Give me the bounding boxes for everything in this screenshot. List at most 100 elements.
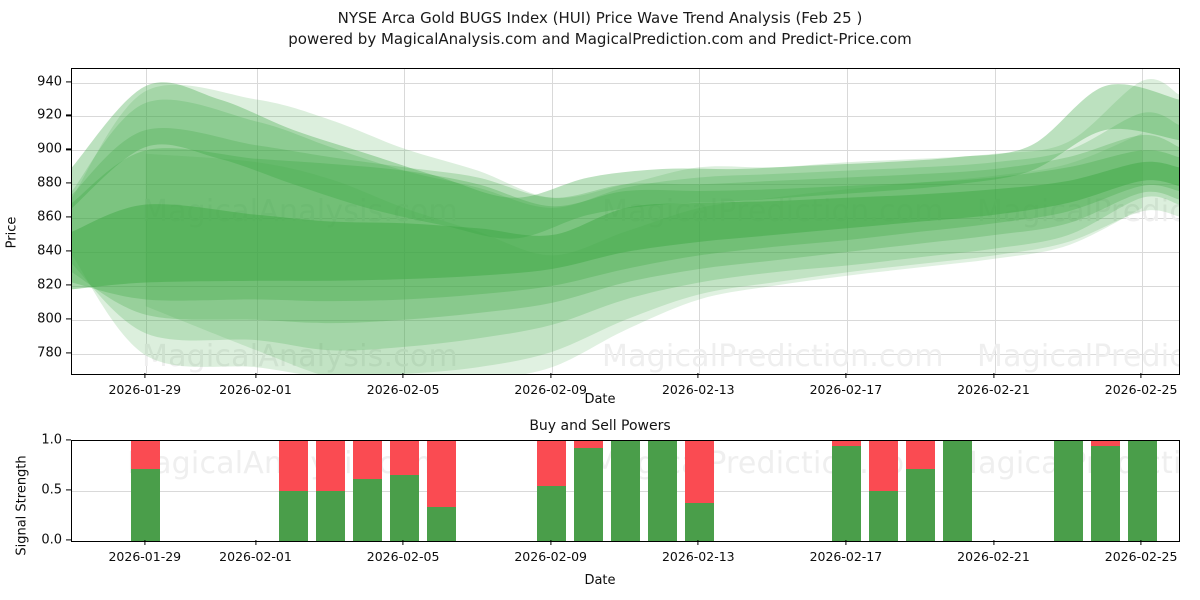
buy-power-segment <box>537 486 567 541</box>
signal-x-tickmark <box>550 540 552 545</box>
price-gridline <box>72 150 1179 152</box>
signal-bar[interactable] <box>684 441 714 541</box>
price-x-tickmark <box>550 373 552 378</box>
price-gridline-vertical <box>846 69 848 374</box>
price-x-tickmark <box>992 373 995 378</box>
signal-x-tickmark <box>402 540 404 545</box>
signal-x-tickmark <box>992 540 995 545</box>
signal-y-tickmark <box>66 489 71 491</box>
price-gridline-vertical <box>256 69 258 374</box>
price-x-tickmark <box>402 373 404 378</box>
signal-x-tickmark <box>845 540 847 545</box>
price-gridline-vertical <box>145 69 147 374</box>
buy-power-segment <box>906 469 936 541</box>
wave-band <box>72 99 1179 351</box>
signal-bar[interactable] <box>869 441 899 541</box>
price-gridline-vertical <box>551 69 553 374</box>
buy-power-segment <box>131 469 161 541</box>
price-y-tickmark <box>66 352 71 354</box>
signal-bar[interactable] <box>574 441 604 541</box>
price-axis-label: Price <box>4 216 20 249</box>
sell-power-segment <box>906 441 936 469</box>
wave-band <box>72 127 1179 324</box>
signal-bar[interactable] <box>832 441 862 541</box>
buy-power-segment <box>1053 441 1083 541</box>
price-wave-bands <box>72 69 1179 374</box>
signal-y-tickmark <box>66 439 71 441</box>
signal-x-tickmark <box>697 540 699 545</box>
price-x-axis-label: Date <box>584 392 616 407</box>
buy-power-segment <box>278 491 308 541</box>
buy-power-segment <box>389 475 419 541</box>
price-gridline <box>72 116 1179 118</box>
price-x-tickmark <box>697 373 699 378</box>
price-x-tick-label: 2026-02-25 <box>1104 382 1178 397</box>
price-gridline <box>72 184 1179 186</box>
sell-power-segment <box>278 441 308 491</box>
price-y-tickmark <box>66 182 71 184</box>
price-x-tick-label: 2026-02-21 <box>957 382 1030 397</box>
buy-power-segment <box>315 491 345 541</box>
price-gridline-vertical <box>1142 69 1144 374</box>
buy-sell-title: Buy and Sell Powers <box>529 418 671 434</box>
price-y-tick-label: 800 <box>37 311 62 327</box>
buy-power-segment <box>832 446 862 541</box>
signal-bar[interactable] <box>943 441 973 541</box>
price-x-tick-label: 2026-01-29 <box>108 382 182 397</box>
price-gridline-vertical <box>404 69 406 374</box>
wave-band <box>145 133 1143 374</box>
price-x-tick-label: 2026-02-09 <box>514 382 588 397</box>
buy-sell-x-axis-label: Date <box>584 573 616 588</box>
sell-power-segment <box>1090 441 1120 446</box>
price-gridline <box>72 319 1179 321</box>
signal-y-tickmark <box>66 539 71 541</box>
signal-bar[interactable] <box>906 441 936 541</box>
buy-power-segment <box>684 503 714 541</box>
price-x-tick-label: 2026-02-01 <box>219 382 292 397</box>
buy-power-segment <box>943 441 973 541</box>
signal-bar[interactable] <box>352 441 382 541</box>
sell-power-segment <box>684 441 714 503</box>
signal-x-tick-label: 2026-02-01 <box>219 549 292 564</box>
signal-bar[interactable] <box>1053 441 1083 541</box>
buy-power-segment <box>426 507 456 541</box>
buy-sell-plot-area: MagicalAnalysis.comMagicalPrediction.com… <box>71 440 1180 542</box>
signal-y-tick-label: 0.0 <box>41 532 62 548</box>
signal-bar[interactable] <box>426 441 456 541</box>
signal-bar[interactable] <box>537 441 567 541</box>
buy-power-segment <box>869 491 899 541</box>
price-gridline <box>72 218 1179 220</box>
price-x-tickmark <box>254 373 257 378</box>
buy-power-segment <box>1127 441 1157 541</box>
wave-band <box>72 161 1179 290</box>
price-x-tick-label: 2026-02-05 <box>366 382 440 397</box>
signal-bar[interactable] <box>131 441 161 541</box>
price-x-tickmark <box>144 373 146 378</box>
signal-bar[interactable] <box>647 441 677 541</box>
buy-sell-powers-panel: Buy and Sell Powers Signal Strength Magi… <box>0 418 1200 600</box>
price-y-tickmark <box>66 80 71 83</box>
price-y-tick-label: 840 <box>37 243 62 259</box>
sell-power-segment <box>352 441 382 479</box>
signal-bar[interactable] <box>315 441 345 541</box>
signal-x-tick-label: 2026-02-25 <box>1104 549 1178 564</box>
signal-strength-axis-label: Signal Strength <box>14 455 30 556</box>
price-y-tick-label: 920 <box>37 107 62 123</box>
price-gridline <box>72 353 1179 355</box>
sell-power-segment <box>426 441 456 507</box>
price-y-tick-label: 880 <box>37 175 62 191</box>
price-gridline <box>72 82 1179 84</box>
signal-bar[interactable] <box>1127 441 1157 541</box>
sell-power-segment <box>869 441 899 491</box>
signal-bar[interactable] <box>1090 441 1120 541</box>
price-y-tickmark <box>66 114 71 117</box>
signal-bar[interactable] <box>389 441 419 541</box>
wave-band <box>72 82 1179 239</box>
signal-bar[interactable] <box>278 441 308 541</box>
price-x-tick-label: 2026-02-17 <box>809 382 883 397</box>
price-y-tickmark <box>66 148 71 150</box>
signal-bar[interactable] <box>611 441 640 541</box>
title-block: NYSE Arca Gold BUGS Index (HUI) Price Wa… <box>0 8 1200 50</box>
wave-band <box>72 79 1179 374</box>
